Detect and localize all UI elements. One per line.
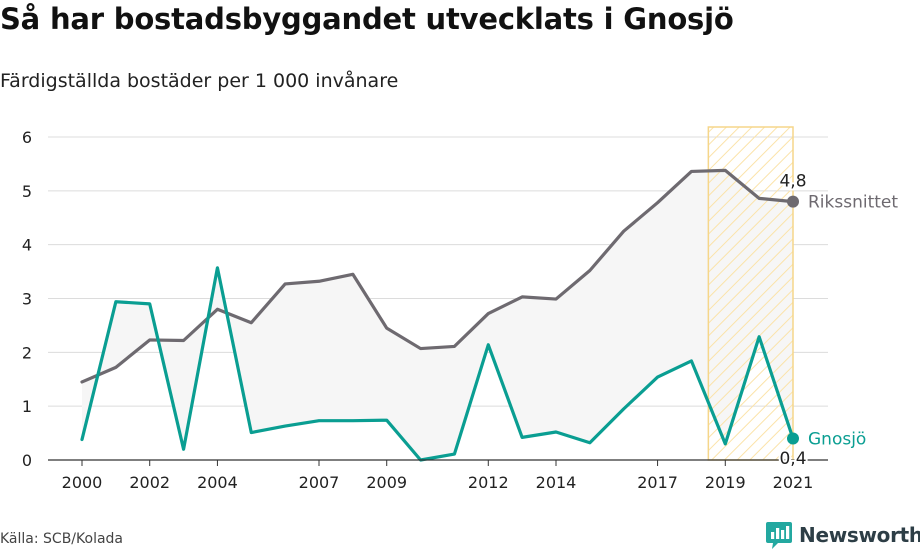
- chart-title: Så har bostadsbyggandet utvecklats i Gno…: [0, 2, 734, 36]
- x-tick-label: 2012: [468, 473, 509, 492]
- x-tick-label: 2007: [299, 473, 340, 492]
- y-tick-label: 1: [22, 397, 32, 416]
- chart-subtitle: Färdigställda bostäder per 1 000 invånar…: [0, 70, 399, 92]
- x-tick-label: 2017: [637, 473, 678, 492]
- y-tick-label: 5: [22, 182, 32, 201]
- x-tick-label: 2004: [197, 473, 238, 492]
- series-label-rikssnittet: Rikssnittet: [808, 193, 898, 213]
- value-label-gnosjo: 0,4: [779, 449, 806, 469]
- y-tick-label: 0: [22, 451, 32, 470]
- brand-name: Newsworthy: [799, 523, 920, 547]
- x-tick-label: 2002: [129, 473, 170, 492]
- x-tick-label: 2009: [366, 473, 407, 492]
- y-tick-label: 2: [22, 343, 32, 362]
- series-line-gnosjo: [80, 266, 795, 462]
- chat-bar-chart-icon: [766, 522, 792, 549]
- x-tick-label: 2019: [705, 473, 746, 492]
- brand-logo: Newsworthy: [765, 520, 920, 550]
- series-label-gnosjo: Gnosjö: [808, 429, 866, 449]
- end-point-gnosjo: [787, 432, 799, 445]
- highlight-band: [707, 126, 794, 461]
- x-tick-label: 2021: [773, 473, 814, 492]
- y-tick-label: 3: [22, 290, 32, 309]
- value-label-rikssnittet: 4,8: [779, 172, 806, 192]
- end-point-rikssnittet: [787, 195, 799, 208]
- y-tick-label: 6: [22, 128, 32, 147]
- x-tick-label: 2000: [62, 473, 103, 492]
- series-line-rikssnittet: [80, 168, 795, 384]
- source-note: Källa: SCB/Kolada: [0, 531, 124, 547]
- x-tick-label: 2014: [536, 473, 577, 492]
- y-tick-label: 4: [22, 236, 32, 255]
